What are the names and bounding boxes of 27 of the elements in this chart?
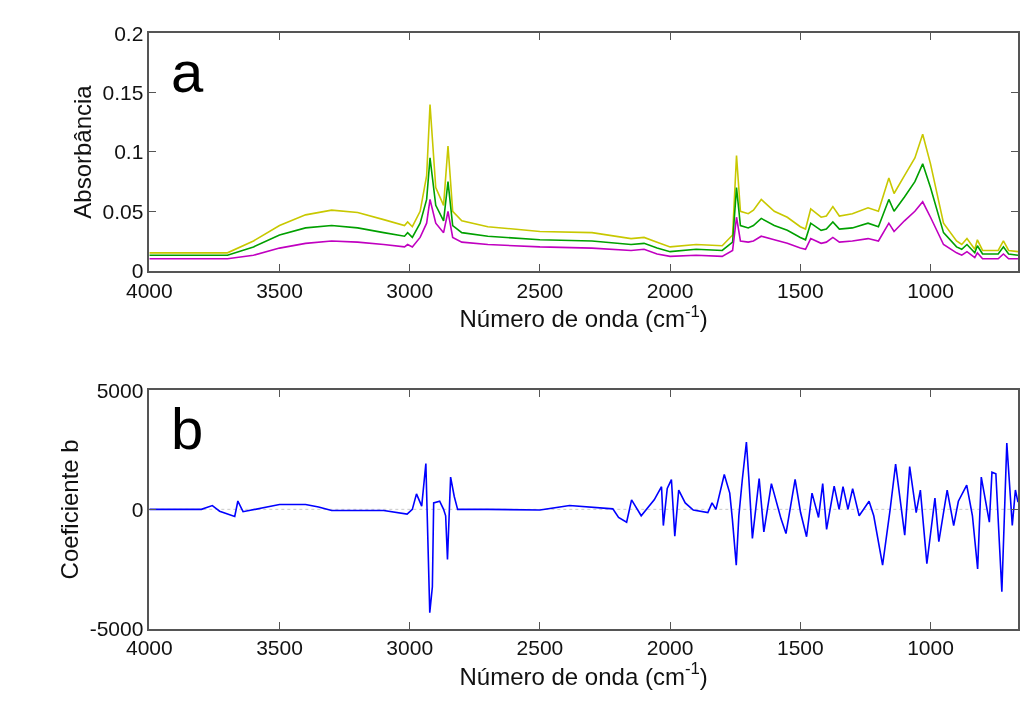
line-series [149,103,1018,254]
y-tick-label: 0 [131,497,144,521]
x-tick-label: 2000 [646,278,694,302]
x-tick-label: 3000 [386,278,434,302]
y-tick-label: 0.05 [102,199,144,223]
x-tick-label: 3500 [256,636,303,660]
x-tick-label: 2000 [646,636,694,660]
y-axis-title: Absorbância [69,84,97,219]
y-tick-label: 0.2 [114,21,144,45]
x-axis-title: Número de onda (cm$^{-1}$) [459,301,708,332]
x-tick-label: 3500 [256,278,303,302]
annotation: b [171,396,204,461]
x-tick-label: 3000 [386,636,434,660]
line-series [149,198,1018,260]
x-tick-label: 2500 [516,636,564,660]
x-tick-label: 1000 [907,636,954,660]
x-tick-label: 1500 [776,636,824,660]
line-series [149,157,1018,257]
y-tick-label: 0.15 [102,81,144,104]
y-tick-label: 0.1 [114,140,144,164]
x-tick-label: 1000 [907,278,954,302]
y-axis-title: Coeficiente b [56,439,84,580]
annotation: a [171,39,204,104]
y-tick-label: 5000 [96,378,144,402]
x-tick-label: 2500 [516,278,564,302]
x-tick-label: 1500 [776,278,824,302]
x-axis-title: Número de onda (cm$^{-1}$) [459,659,708,690]
